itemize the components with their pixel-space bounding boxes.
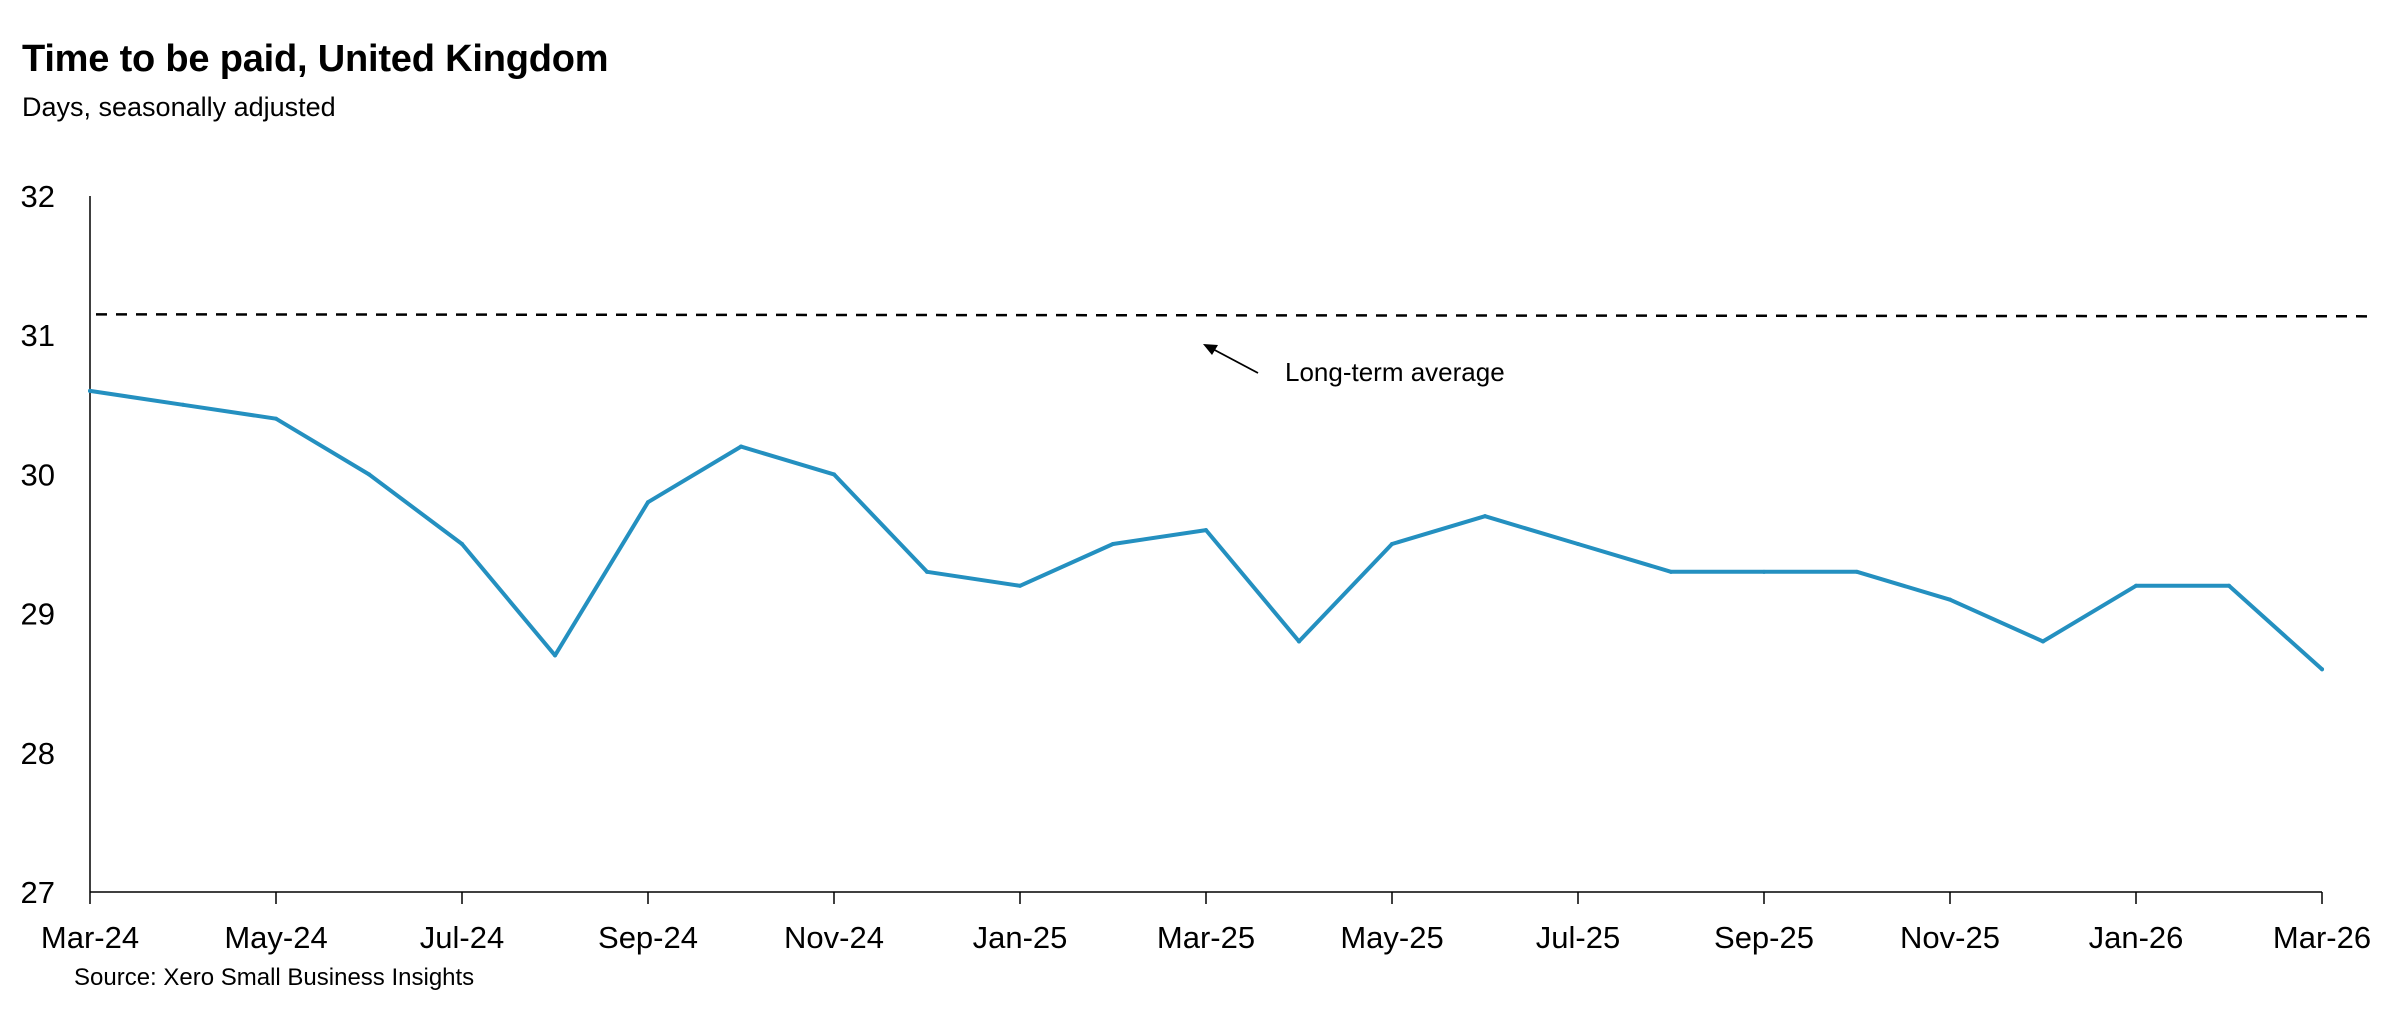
data-point — [1576, 542, 1580, 546]
data-point — [2041, 639, 2045, 644]
data-point — [274, 416, 278, 421]
x-tick-label: Jan-26 — [2089, 920, 2184, 955]
data-point — [1297, 639, 1301, 644]
x-axis: Mar-24 May-24 Jul-24 Sep-24 Nov-24 Jan-25 Mar-… — [41, 891, 2371, 955]
x-tick-label: May-24 — [224, 920, 327, 955]
y-axis: 27 28 29 30 31 32 — [21, 179, 91, 910]
data-point — [181, 402, 185, 407]
data-point — [1111, 542, 1115, 546]
long-term-average: Long-term average — [95, 313, 2373, 387]
x-tick-label: Mar-26 — [2273, 920, 2371, 955]
y-tick-label: 27 — [21, 875, 55, 910]
annotation-label: Long-term average — [1285, 357, 1505, 387]
x-tick-label: Nov-24 — [784, 920, 884, 955]
data-point — [88, 388, 92, 393]
x-tick-label: Jan-25 — [973, 920, 1068, 955]
x-tick-label: Mar-25 — [1157, 920, 1255, 955]
data-point — [832, 472, 836, 477]
data-point — [367, 472, 371, 477]
y-tick-label: 28 — [21, 736, 55, 771]
data-point — [925, 569, 929, 574]
annotation-arrowhead — [1203, 344, 1218, 355]
data-point — [2227, 583, 2231, 588]
long-term-average-line — [95, 313, 2373, 318]
annotation-arrow — [1208, 346, 1259, 374]
chart-subtitle: Days, seasonally adjusted — [22, 92, 336, 122]
y-tick-label: 31 — [21, 318, 55, 353]
chart-title: Time to be paid, United Kingdom — [22, 38, 609, 80]
y-tick-label: 29 — [21, 597, 55, 632]
data-point — [739, 444, 743, 449]
series-group — [88, 388, 2324, 672]
data-point — [1762, 569, 1766, 574]
data-point — [2320, 667, 2324, 672]
y-tick-label: 30 — [21, 457, 55, 492]
data-point — [1669, 569, 1673, 574]
data-point — [646, 500, 650, 505]
data-point — [1390, 542, 1394, 546]
x-tick-label: Jul-25 — [1536, 920, 1620, 955]
y-tick-label: 32 — [21, 179, 55, 214]
chart-source: Source: Xero Small Business Insights — [74, 964, 475, 991]
x-tick-label: Sep-24 — [598, 920, 698, 955]
data-point — [1948, 597, 1952, 602]
data-point — [1855, 569, 1859, 574]
x-tick-label: Mar-24 — [41, 920, 139, 955]
x-tick-label: May-25 — [1340, 920, 1443, 955]
x-tick-label: Nov-25 — [1900, 920, 2000, 955]
data-point — [1204, 528, 1208, 533]
x-tick-label: Jul-24 — [420, 920, 504, 955]
data-point — [460, 542, 464, 546]
data-point — [553, 653, 557, 658]
data-point — [1018, 583, 1022, 588]
x-tick-label: Sep-25 — [1714, 920, 1814, 955]
data-point — [1483, 514, 1487, 519]
data-point — [2134, 583, 2138, 588]
